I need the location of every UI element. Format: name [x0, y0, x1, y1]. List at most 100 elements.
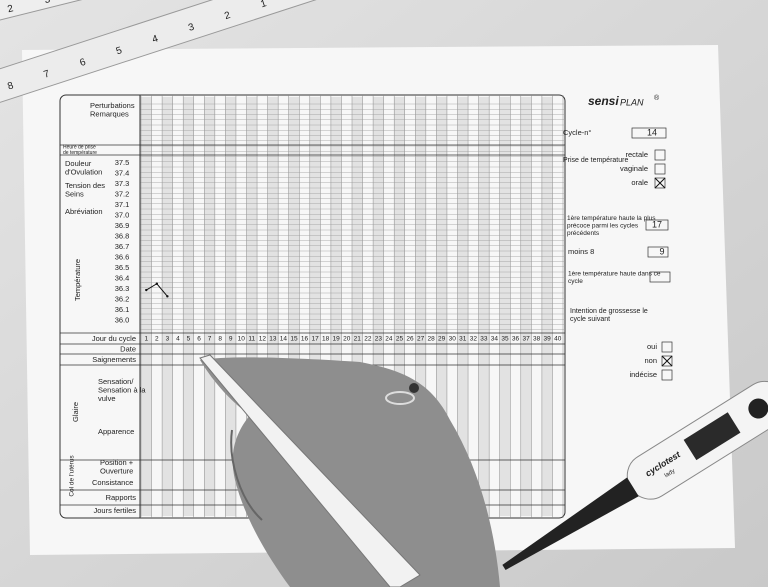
day-number: 35	[501, 336, 509, 343]
temperature-label: 36.6	[115, 252, 130, 261]
column-shade	[352, 97, 363, 516]
checkbox	[654, 177, 666, 189]
option-label: indécise	[629, 370, 657, 379]
temperature-label: 36.4	[115, 273, 130, 282]
day-number: 30	[449, 336, 457, 343]
handwritten-value: 17	[652, 219, 662, 229]
ruler-number: 1	[259, 0, 268, 10]
column-shade	[541, 97, 553, 516]
temperature-label: 36.1	[115, 305, 130, 314]
day-number: 4	[176, 336, 180, 343]
ring	[385, 391, 415, 405]
row-label: Consistance	[92, 478, 133, 487]
hand-shadow	[230, 429, 263, 521]
ruler-number: 6	[79, 57, 88, 69]
temperature-label: 37.1	[115, 200, 130, 209]
checkbox	[661, 369, 673, 381]
thermometer-display	[683, 412, 741, 461]
value-box	[649, 271, 671, 283]
column-shade	[309, 97, 321, 516]
day-number: 37	[522, 336, 530, 343]
column-shade	[394, 97, 405, 516]
day-number: 8	[218, 336, 222, 343]
day-number: 27	[417, 336, 425, 343]
brand: PLAN	[620, 97, 644, 107]
row-label: Jour du cycle	[92, 334, 136, 343]
column-shade	[499, 97, 511, 516]
checkbox	[661, 355, 673, 367]
row-label: Rapports	[106, 493, 137, 502]
row-label: Apparence	[98, 427, 134, 436]
day-number: 22	[364, 336, 372, 343]
day-number: 26	[406, 336, 414, 343]
column-shade	[373, 97, 384, 516]
ruler-number: 8	[6, 80, 15, 92]
ruler: 452345	[0, 0, 389, 26]
day-number: 7	[208, 336, 212, 343]
day-number: 28	[428, 336, 436, 343]
chart-form: Perturbations Remarques Heure de prise de t…	[59, 94, 673, 519]
day-number: 3	[166, 336, 170, 343]
day-number: 6	[197, 336, 201, 343]
day-number: 33	[480, 336, 488, 343]
day-number: 1	[144, 336, 148, 343]
ruler-number: 2	[223, 10, 232, 22]
column-shade	[162, 97, 173, 516]
day-number: 18	[322, 336, 330, 343]
column-shade	[288, 97, 300, 516]
row-label: Tension des Seins	[65, 181, 105, 199]
field-label: Prise de température	[563, 157, 628, 164]
field-label: moins 8	[568, 247, 594, 256]
option-label: orale	[631, 178, 648, 187]
brand: sensi	[588, 94, 619, 108]
column-shade	[520, 97, 532, 516]
row-label: Sensation/Sensation à la vulve	[98, 377, 146, 403]
section-label: Température	[73, 259, 82, 301]
ruler: 876543210	[0, 0, 384, 109]
row-label: Abréviation	[65, 207, 103, 216]
day-number: 21	[354, 336, 362, 343]
day-number: 31	[459, 336, 467, 343]
field-label: 1ère température haute la plus précoce pa…	[567, 215, 656, 237]
check-mark	[661, 355, 673, 367]
column-shade	[183, 97, 194, 516]
temperature-label: 37.2	[115, 189, 130, 198]
temperature-label: 37.5	[115, 158, 130, 167]
temperature-label: 37.0	[115, 210, 130, 219]
column-shade	[457, 97, 469, 516]
checkbox	[661, 341, 673, 353]
checkbox	[654, 163, 666, 175]
temperature-label: 36.9	[115, 221, 130, 230]
section-label: Glaire	[71, 402, 80, 422]
option-label: oui	[647, 342, 657, 351]
day-number: 23	[375, 336, 383, 343]
thermometer-probe	[502, 477, 639, 570]
day-number: 14	[280, 336, 288, 343]
temperature-line	[146, 283, 168, 297]
row-label: Position + Ouverture	[100, 458, 134, 476]
handwritten-value: 9	[659, 246, 664, 256]
day-number: 38	[533, 336, 541, 343]
day-number: 16	[301, 336, 309, 343]
day-number: 20	[343, 336, 351, 343]
thermometer-model: lady	[664, 468, 677, 479]
value-box	[645, 219, 669, 231]
check-mark	[654, 177, 666, 189]
ruler-number: 4	[151, 33, 160, 45]
brand: ®	[654, 94, 660, 102]
pen	[199, 354, 421, 587]
value-box	[631, 127, 667, 139]
day-number: 17	[311, 336, 319, 343]
row-label: Jours fertiles	[93, 506, 136, 515]
temperature-label: 37.4	[115, 168, 130, 177]
day-number: 40	[554, 336, 562, 343]
ruler-number: 7	[42, 68, 51, 80]
day-number: 36	[512, 336, 520, 343]
column-shade	[436, 97, 447, 516]
day-number: 13	[269, 336, 277, 343]
field-label: Intention de grossesse le cycle suivant	[570, 308, 648, 323]
column-shade	[478, 97, 490, 516]
ruler-number: 3	[43, 0, 51, 6]
